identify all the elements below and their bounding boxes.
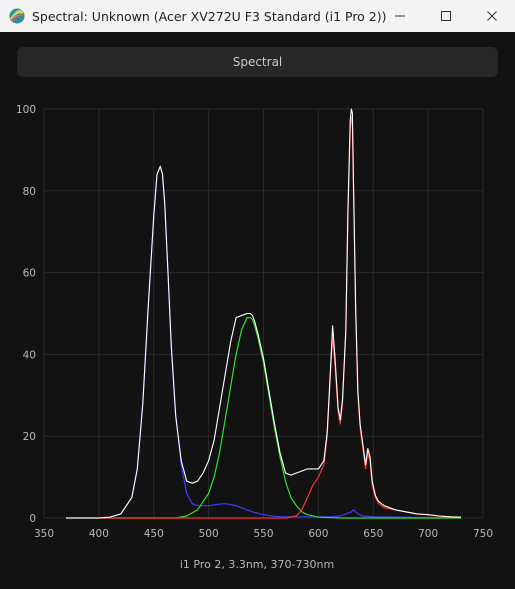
spectral-app-icon xyxy=(9,8,25,24)
total-spectrum-line xyxy=(66,108,462,519)
maximize-button[interactable] xyxy=(423,0,469,32)
y-tick-label: 100 xyxy=(16,104,36,116)
x-tick-label: 450 xyxy=(144,528,164,540)
y-tick-label: 0 xyxy=(29,513,36,525)
minimize-icon xyxy=(395,15,405,17)
x-tick-label: 700 xyxy=(418,528,438,540)
spectral-chart: 350 400 450 500 550 600 650 700 750 0 20 40 60 80 100… xyxy=(16,104,493,571)
close-icon xyxy=(487,11,497,21)
tab-spectral-label: Spectral xyxy=(232,55,283,69)
minimize-button[interactable] xyxy=(377,0,423,32)
x-tick-label: 650 xyxy=(363,528,383,540)
y-tick-label: 20 xyxy=(23,431,36,443)
y-tick-label: 40 xyxy=(23,349,36,361)
x-axis-label: i1 Pro 2, 3.3nm, 370-730nm xyxy=(180,558,334,571)
green-channel-line xyxy=(66,317,461,519)
y-tick-label: 60 xyxy=(23,268,36,280)
maximize-icon xyxy=(441,11,451,21)
x-tick-label: 500 xyxy=(199,528,219,540)
x-tick-label: 600 xyxy=(308,528,328,540)
x-tick-label: 750 xyxy=(473,528,493,540)
title-bar[interactable]: Spectral: Unknown (Acer XV272U F3 Standa… xyxy=(0,0,515,32)
x-tick-label: 400 xyxy=(89,528,109,540)
window-title: Spectral: Unknown (Acer XV272U F3 Standa… xyxy=(32,8,387,24)
tab-spectral[interactable]: Spectral xyxy=(17,47,498,77)
close-button[interactable] xyxy=(469,0,515,32)
spectral-chart-area: 350 400 450 500 550 600 650 700 750 0 20 40 60 80 100… xyxy=(0,92,515,589)
x-tick-label: 550 xyxy=(253,528,273,540)
y-tick-label: 80 xyxy=(23,186,36,198)
x-tick-label: 350 xyxy=(34,528,54,540)
